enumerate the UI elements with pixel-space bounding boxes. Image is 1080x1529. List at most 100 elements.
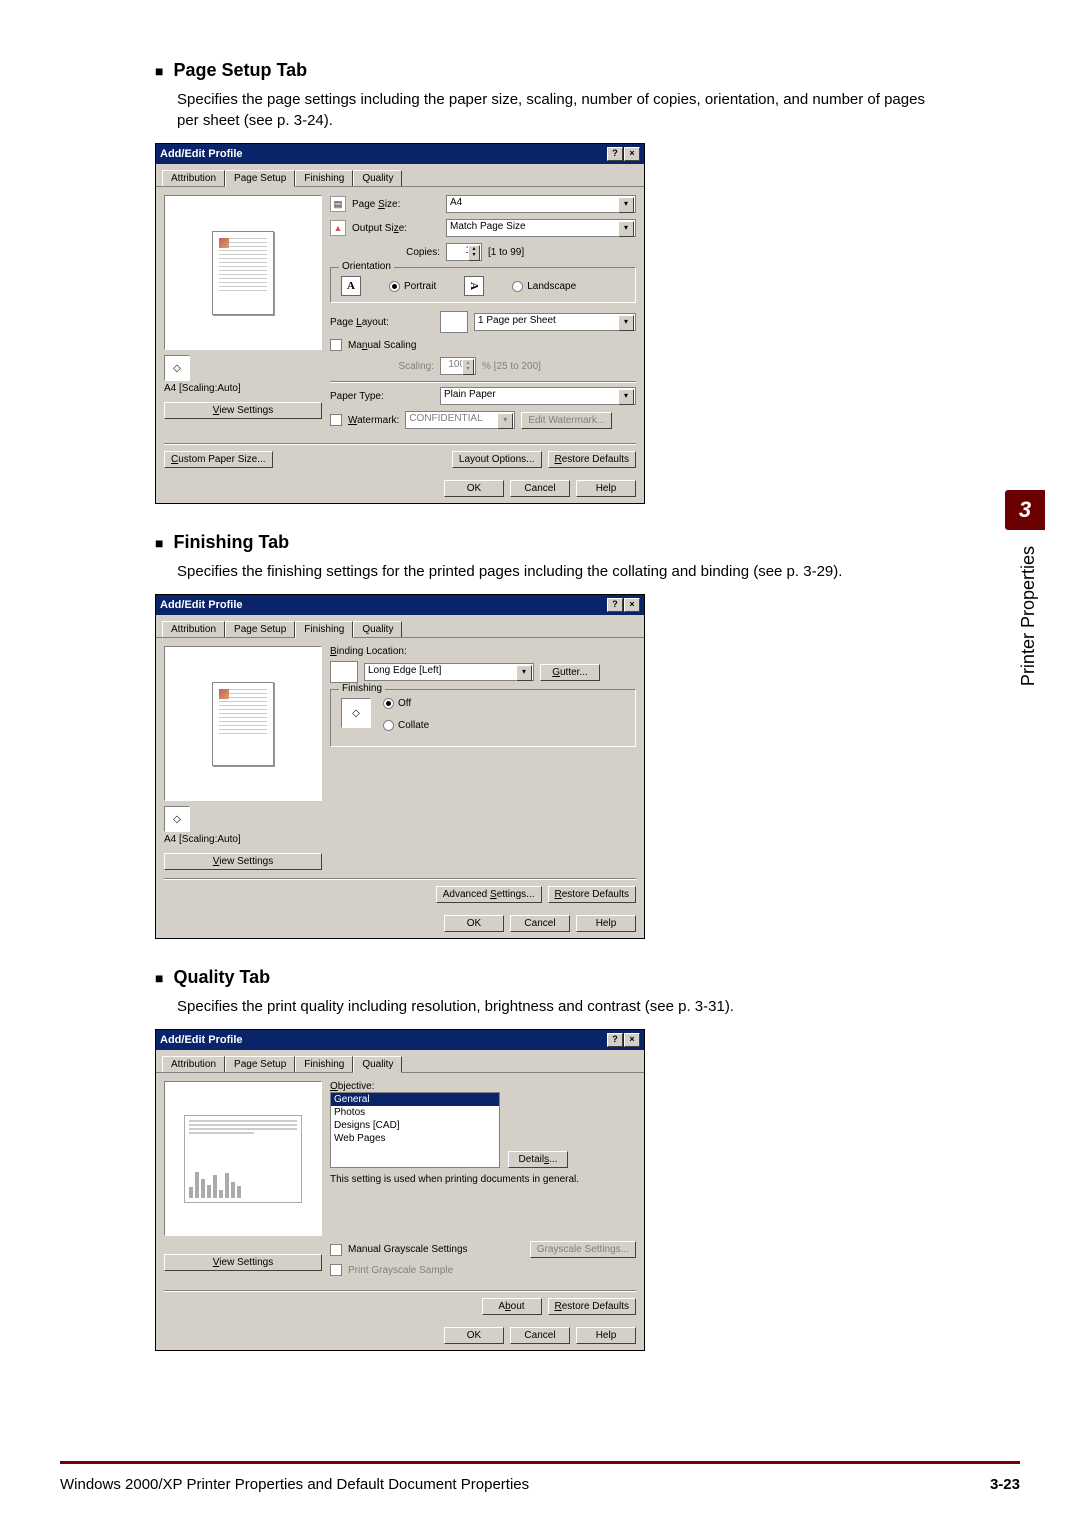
footer-rule [60,1461,1020,1464]
cancel-button[interactable]: Cancel [510,1327,570,1344]
objective-listbox[interactable]: General Photos Designs [CAD] Web Pages [330,1092,500,1168]
tab-quality[interactable]: Quality [353,170,402,186]
tab-page-setup[interactable]: Page Setup [225,1056,295,1072]
ok-button[interactable]: OK [444,480,504,497]
finishing-desc: Specifies the finishing settings for the… [177,561,940,582]
print-grayscale-sample-checkbox [330,1264,342,1276]
restore-defaults-button[interactable]: Restore Defaults [548,1298,637,1315]
objective-label: Objective: [330,1081,636,1092]
cancel-button[interactable]: Cancel [510,915,570,932]
off-radio[interactable]: Off [383,698,429,709]
tab-finishing[interactable]: Finishing [295,1056,353,1072]
titlebar-close-button[interactable]: × [624,147,640,161]
titlebar-help-button[interactable]: ? [607,147,623,161]
landscape-icon: A [464,276,484,296]
scaling-spinner: 100 [440,357,476,375]
dialog-title: Add/Edit Profile [160,148,243,160]
landscape-radio[interactable]: Landscape [512,281,576,292]
help-button[interactable]: Help [576,915,636,932]
manual-grayscale-label: Manual Grayscale Settings [348,1244,468,1255]
manual-scaling-label: Manual Scaling [348,340,416,351]
output-size-label: Output Size: [352,223,440,234]
dialog-title: Add/Edit Profile [160,1034,243,1046]
page-size-label: Page Size: [352,199,440,210]
tab-attribution[interactable]: Attribution [162,1056,225,1072]
tab-page-setup[interactable]: Page Setup [225,621,295,637]
manual-scaling-checkbox[interactable] [330,339,342,351]
binding-icon [330,661,358,683]
advanced-settings-button[interactable]: Advanced Settings... [436,886,542,903]
details-button[interactable]: Details... [508,1151,568,1168]
titlebar-help-button[interactable]: ? [607,598,623,612]
footer-left-text: Windows 2000/XP Printer Properties and D… [60,1476,529,1493]
sidebar-section-label: Printer Properties [1018,546,1039,686]
page-preview [164,195,322,350]
footer-page-number: 3-23 [990,1476,1020,1493]
finishing-heading: Finishing Tab [155,532,940,553]
copies-spinner[interactable]: 1 [446,243,482,261]
print-grayscale-sample-label: Print Grayscale Sample [348,1265,453,1276]
grayscale-settings-button: Grayscale Settings... [530,1241,636,1258]
output-size-combo[interactable]: Match Page Size [446,219,636,237]
preview-caption: A4 [Scaling:Auto] [164,834,322,845]
dialog-title: Add/Edit Profile [160,599,243,611]
copies-label: Copies: [352,247,440,258]
page-layout-combo[interactable]: 1 Page per Sheet [474,313,636,331]
tab-finishing[interactable]: Finishing [295,170,353,186]
titlebar-close-button[interactable]: × [624,598,640,612]
paper-type-label: Paper Type: [330,391,434,402]
output-size-icon: ▲ [330,220,346,236]
titlebar-close-button[interactable]: × [624,1033,640,1047]
collate-radio[interactable]: Collate [383,720,429,731]
custom-paper-size-button[interactable]: Custom Paper Size... [164,451,273,468]
portrait-icon: A [341,276,361,296]
preview-caption: A4 [Scaling:Auto] [164,383,322,394]
tab-quality[interactable]: Quality [353,621,402,637]
quality-hint: This setting is used when printing docum… [330,1174,636,1185]
paper-type-combo[interactable]: Plain Paper [440,387,636,405]
objective-item-webpages[interactable]: Web Pages [331,1132,499,1145]
tab-attribution[interactable]: Attribution [162,621,225,637]
ok-button[interactable]: OK [444,1327,504,1344]
layout-options-button[interactable]: Layout Options... [452,451,542,468]
help-button[interactable]: Help [576,480,636,497]
titlebar-help-button[interactable]: ? [607,1033,623,1047]
finishing-icon: ◇ [164,355,190,381]
tab-finishing[interactable]: Finishing [295,621,353,638]
view-settings-button[interactable]: View Settings [164,402,322,419]
scaling-range: % [25 to 200] [482,361,541,372]
edit-watermark-button: Edit Watermark... [521,412,612,429]
watermark-combo: CONFIDENTIAL [405,411,515,429]
finishing-icon: ◇ [164,806,190,832]
restore-defaults-button[interactable]: Restore Defaults [548,451,637,468]
objective-item-general[interactable]: General [331,1093,499,1106]
page-preview [164,646,322,801]
finishing-dialog: Add/Edit Profile ? × Attribution Page Se… [155,594,645,939]
cancel-button[interactable]: Cancel [510,480,570,497]
page-size-combo[interactable]: A4 [446,195,636,213]
ok-button[interactable]: OK [444,915,504,932]
gutter-button[interactable]: Gutter... [540,664,600,681]
view-settings-button[interactable]: View Settings [164,853,322,870]
page-setup-heading: Page Setup Tab [155,60,940,81]
help-button[interactable]: Help [576,1327,636,1344]
copies-range: [1 to 99] [488,247,524,258]
objective-item-designs[interactable]: Designs [CAD] [331,1119,499,1132]
portrait-radio[interactable]: Portrait [389,281,436,292]
view-settings-button[interactable]: View Settings [164,1254,322,1271]
objective-item-photos[interactable]: Photos [331,1106,499,1119]
binding-location-combo[interactable]: Long Edge [Left] [364,663,534,681]
quality-desc: Specifies the print quality including re… [177,996,940,1017]
tab-attribution[interactable]: Attribution [162,170,225,186]
stack-icon: ◇ [341,698,371,728]
tab-page-setup[interactable]: Page Setup [225,170,295,187]
manual-grayscale-checkbox[interactable] [330,1244,342,1256]
watermark-label: Watermark: [348,415,399,426]
scaling-label: Scaling: [330,361,434,372]
orientation-group-label: Orientation [339,261,394,272]
watermark-checkbox[interactable] [330,414,342,426]
tab-quality[interactable]: Quality [353,1056,402,1073]
about-button[interactable]: About [482,1298,542,1315]
restore-defaults-button[interactable]: Restore Defaults [548,886,637,903]
page-setup-dialog: Add/Edit Profile ? × Attribution Page Se… [155,143,645,504]
